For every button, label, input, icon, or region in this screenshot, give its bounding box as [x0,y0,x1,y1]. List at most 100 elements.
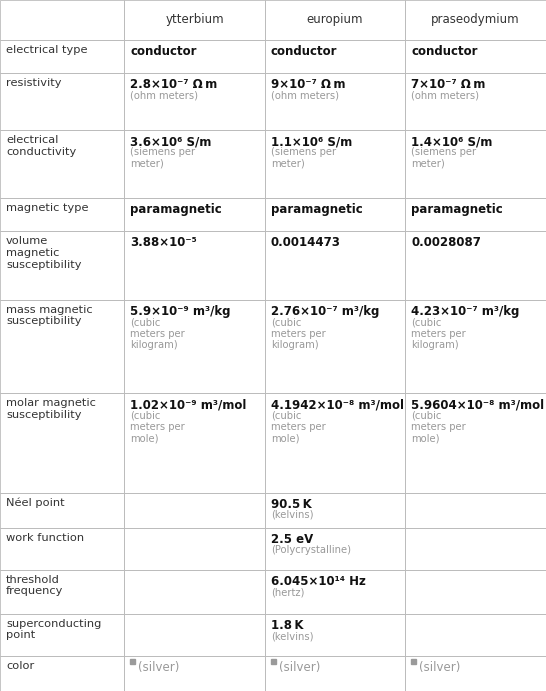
Bar [0,0,124,39]
Text: work function: work function [6,533,84,543]
Text: mass magnetic
susceptibility: mass magnetic susceptibility [6,305,93,326]
Text: 4.23×10⁻⁷ m³/kg: 4.23×10⁻⁷ m³/kg [411,305,519,318]
Text: (ohm meters): (ohm meters) [271,90,339,100]
Bar [265,130,405,198]
Text: paramagnetic: paramagnetic [411,203,503,216]
Text: 2.5 eV: 2.5 eV [271,533,313,546]
Bar [0,231,124,300]
Text: (siemens per
meter): (siemens per meter) [130,147,195,169]
Bar [0,528,124,570]
Bar [405,570,546,614]
Text: electrical
conductivity: electrical conductivity [6,135,76,157]
Bar [265,0,405,39]
Bar [124,570,265,614]
Bar [265,73,405,130]
Text: conductor: conductor [411,45,478,57]
Text: resistivity: resistivity [6,77,62,88]
Text: 1.4×10⁶ S/m: 1.4×10⁶ S/m [411,135,492,148]
Text: 2.8×10⁻⁷ Ω m: 2.8×10⁻⁷ Ω m [130,77,218,91]
Text: 7×10⁻⁷ Ω m: 7×10⁻⁷ Ω m [411,77,485,91]
Text: 0.0014473: 0.0014473 [271,236,341,249]
Text: molar magnetic
susceptibility: molar magnetic susceptibility [6,399,96,420]
Text: (ohm meters): (ohm meters) [130,90,199,100]
Bar [265,528,405,570]
Text: 5.9604×10⁻⁸ m³/mol: 5.9604×10⁻⁸ m³/mol [411,399,544,411]
Text: (kelvins): (kelvins) [271,631,313,641]
Text: volume
magnetic
susceptibility: volume magnetic susceptibility [6,236,81,269]
Bar [405,528,546,570]
Text: 6.045×10¹⁴ Hz: 6.045×10¹⁴ Hz [271,575,366,588]
Bar [405,393,546,493]
Bar [271,659,276,664]
Text: 1.1×10⁶ S/m: 1.1×10⁶ S/m [271,135,352,148]
Text: (silver): (silver) [279,661,320,674]
Bar [124,0,265,39]
Text: (siemens per
meter): (siemens per meter) [411,147,476,169]
Text: europium: europium [307,13,363,26]
Text: conductor: conductor [130,45,197,57]
Bar [405,231,546,300]
Text: (cubic
meters per
kilogram): (cubic meters per kilogram) [411,317,466,350]
Bar [405,198,546,231]
Text: (cubic
meters per
kilogram): (cubic meters per kilogram) [130,317,185,350]
Text: threshold
frequency: threshold frequency [6,575,63,596]
Text: 1.8 K: 1.8 K [271,619,304,632]
Bar [124,656,265,691]
Bar [0,656,124,691]
Bar [124,130,265,198]
Bar [265,198,405,231]
Bar [130,659,135,664]
Bar [124,73,265,130]
Text: (cubic
meters per
mole): (cubic meters per mole) [271,410,325,444]
Bar [0,393,124,493]
Text: (silver): (silver) [419,661,460,674]
Text: 3.6×10⁶ S/m: 3.6×10⁶ S/m [130,135,212,148]
Bar [0,614,124,656]
Bar [0,300,124,393]
Text: Néel point: Néel point [6,498,64,508]
Bar [124,614,265,656]
Text: 3.88×10⁻⁵: 3.88×10⁻⁵ [130,236,197,249]
Bar [265,493,405,528]
Bar [265,393,405,493]
Text: ytterbium: ytterbium [165,13,224,26]
Bar [0,198,124,231]
Text: (Polycrystalline): (Polycrystalline) [271,545,351,555]
Bar [405,300,546,393]
Bar [0,493,124,528]
Bar [405,130,546,198]
Text: (hertz): (hertz) [271,587,304,597]
Bar [405,656,546,691]
Text: superconducting
point: superconducting point [6,619,102,641]
Text: 1.02×10⁻⁹ m³/mol: 1.02×10⁻⁹ m³/mol [130,399,247,411]
Bar [124,198,265,231]
Text: (silver): (silver) [139,661,180,674]
Text: paramagnetic: paramagnetic [271,203,363,216]
Text: 9×10⁻⁷ Ω m: 9×10⁻⁷ Ω m [271,77,345,91]
Bar [0,130,124,198]
Bar [265,656,405,691]
Text: magnetic type: magnetic type [6,203,88,214]
Bar [124,231,265,300]
Text: praseodymium: praseodymium [431,13,520,26]
Text: (cubic
meters per
mole): (cubic meters per mole) [130,410,185,444]
Bar [124,493,265,528]
Bar [405,493,546,528]
Text: 90.5 K: 90.5 K [271,498,312,511]
Bar [405,0,546,39]
Bar [265,570,405,614]
Text: (cubic
meters per
mole): (cubic meters per mole) [411,410,466,444]
Bar [124,300,265,393]
Text: paramagnetic: paramagnetic [130,203,222,216]
Text: 2.76×10⁻⁷ m³/kg: 2.76×10⁻⁷ m³/kg [271,305,379,318]
Text: electrical type: electrical type [6,45,87,55]
Bar [265,39,405,73]
Bar [405,39,546,73]
Bar [411,659,416,664]
Bar [0,39,124,73]
Text: (kelvins): (kelvins) [271,510,313,520]
Bar [265,231,405,300]
Text: (siemens per
meter): (siemens per meter) [271,147,336,169]
Bar [265,614,405,656]
Bar [405,73,546,130]
